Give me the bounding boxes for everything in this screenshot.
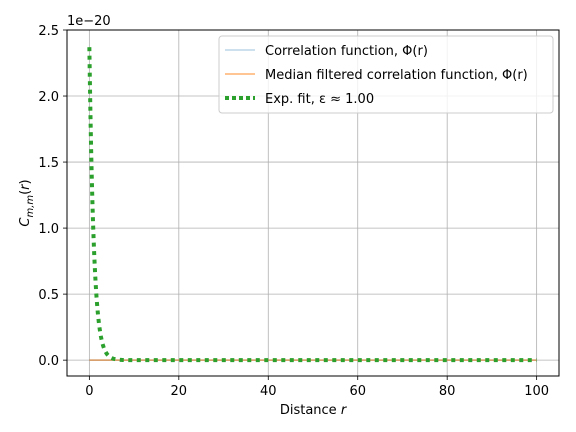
x-tick-label: 60: [349, 384, 366, 399]
x-tick-label: 20: [171, 384, 188, 399]
x-axis-label: Distance r: [280, 403, 348, 418]
x-tick-label: 40: [260, 384, 277, 399]
y-tick-label: 1.5: [38, 156, 59, 171]
legend-label-expfit: Exp. fit, ε ≈ 1.00: [265, 92, 374, 107]
x-axis-label-text: Distance: [280, 403, 341, 418]
x-tick-label: 100: [524, 384, 549, 399]
y-tick-label: 0.5: [38, 288, 59, 303]
y-tick-label: 2.0: [38, 90, 59, 105]
y-tick-label: 2.5: [38, 24, 59, 39]
y-tick-label: 1.0: [38, 222, 59, 237]
x-tick-label: 0: [85, 384, 93, 399]
x-tick-label: 80: [439, 384, 456, 399]
legend: Correlation function, Φ(r) Median filter…: [219, 36, 553, 113]
legend-label-median: Median filtered correlation function, Φ(…: [265, 68, 528, 83]
legend-label-correlation: Correlation function, Φ(r): [265, 44, 428, 59]
y-tick-label: 0.0: [38, 354, 59, 369]
y-offset-text: 1e−20: [67, 14, 111, 29]
